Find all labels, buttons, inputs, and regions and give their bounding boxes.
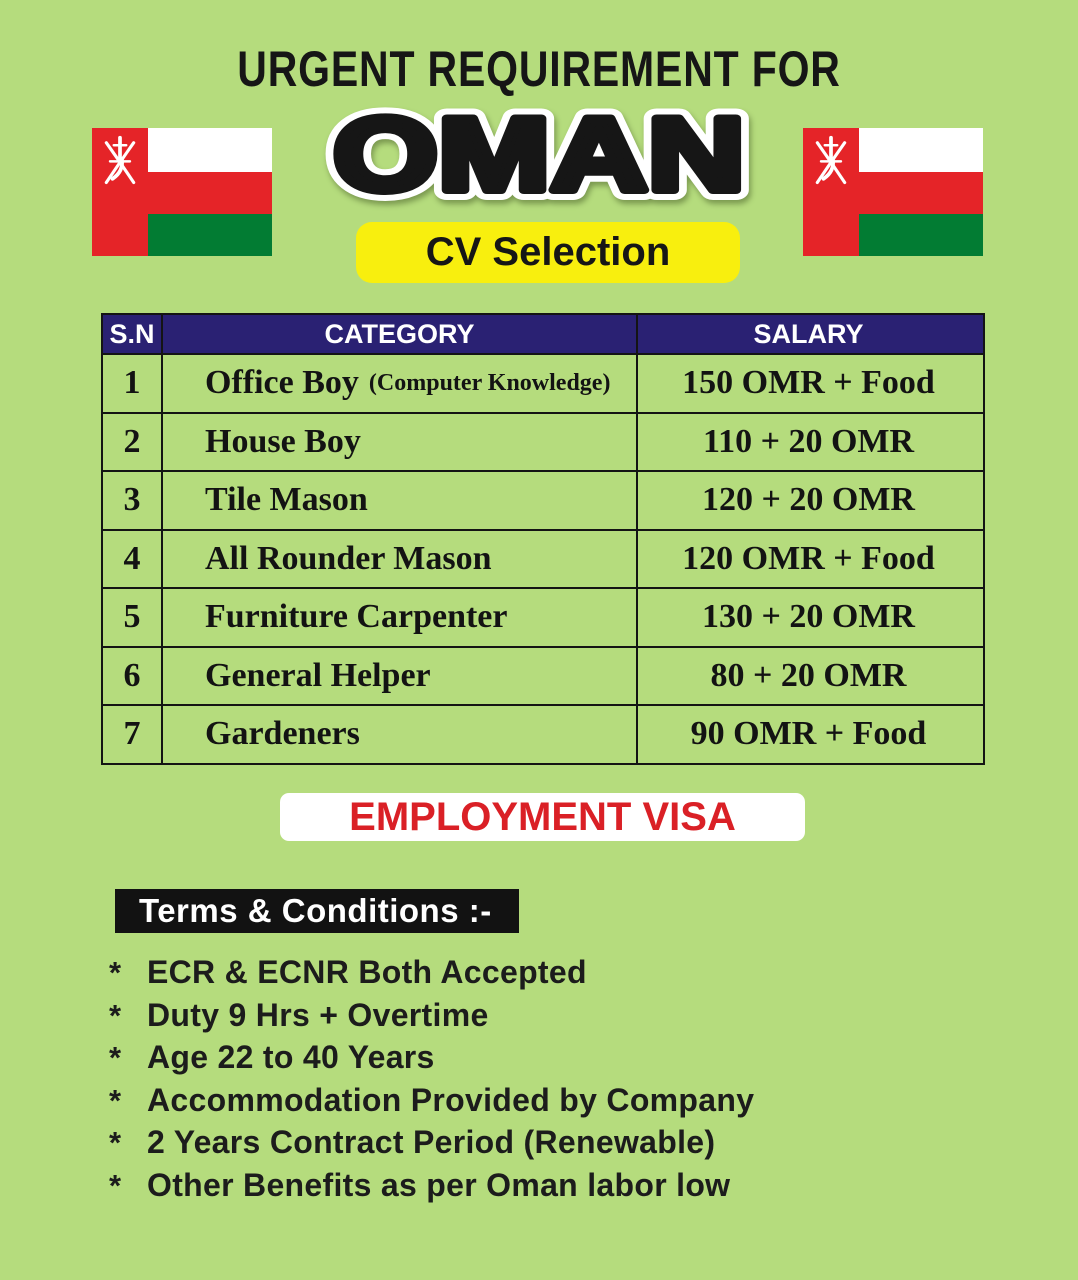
term-text: Duty 9 Hrs + Overtime	[147, 996, 489, 1033]
category-cell: General Helper	[163, 647, 638, 704]
sn-cell: 3	[103, 472, 163, 529]
table-row: 5 Furniture Carpenter 130 + 20 OMR	[103, 587, 983, 646]
salary-cell: 90 OMR + Food	[690, 715, 927, 753]
category-label: Gardeners	[205, 715, 360, 753]
category-cell: House Boy	[163, 413, 638, 470]
oman-emblem-icon	[815, 135, 847, 185]
category-label: All Rounder Mason	[205, 539, 492, 577]
terms-heading: Terms & Conditions :-	[115, 889, 519, 933]
requirements-table: S.N CATEGORY SALARY 1 Office Boy (Compute…	[101, 313, 985, 765]
flag-white-band	[858, 128, 983, 172]
term-bullet: *	[109, 997, 122, 1033]
term-item: * Duty 9 Hrs + Overtime	[109, 994, 754, 1037]
term-item: * Age 22 to 40 Years	[109, 1036, 754, 1079]
term-text: ECR & ECNR Both Accepted	[147, 954, 587, 990]
term-bullet: *	[109, 1082, 122, 1118]
country-headline-outline: OMAN	[333, 98, 745, 213]
terms-heading-label: Terms & Conditions :-	[139, 892, 492, 929]
category-label: Furniture Carpenter	[205, 598, 508, 636]
header-salary: SALARY	[753, 318, 864, 349]
page-title: URGENT REQUIREMENT FOR	[237, 41, 841, 97]
sn-cell: 6	[103, 647, 163, 704]
term-text: Accommodation Provided by Company	[147, 1081, 755, 1118]
term-bullet: *	[109, 1167, 122, 1203]
oman-emblem-icon	[104, 135, 136, 185]
table-row: 2 House Boy 110 + 20 OMR	[103, 411, 983, 470]
salary-cell: 150 OMR + Food	[682, 364, 935, 402]
category-label: General Helper	[205, 656, 431, 694]
sn-cell: 1	[103, 355, 163, 412]
country-headline: OMAN OMAN	[0, 87, 1078, 228]
flag-red-band	[147, 171, 272, 214]
category-cell: Office Boy (Computer Knowledge)	[163, 355, 638, 412]
salary-cell: 130 + 20 OMR	[702, 598, 915, 636]
term-item: * Other Benefits as per Oman labor low	[109, 1164, 754, 1207]
flag-red-band	[858, 171, 983, 214]
term-bullet: *	[109, 1125, 122, 1161]
table-row: 6 General Helper 80 + 20 OMR	[103, 645, 983, 704]
term-item: * 2 Years Contract Period (Renewable)	[109, 1121, 754, 1164]
term-text: Other Benefits as per Oman labor low	[147, 1166, 731, 1203]
term-bullet: *	[109, 1040, 122, 1076]
table-row: 3 Tile Mason 120 + 20 OMR	[103, 470, 983, 529]
term-text: Age 22 to 40 Years	[147, 1039, 435, 1076]
employment-visa-banner: EMPLOYMENT VISA	[280, 793, 805, 841]
oman-flag-right	[803, 128, 983, 256]
category-label: Office Boy	[205, 364, 359, 402]
table-row: 4 All Rounder Mason 120 OMR + Food	[103, 528, 983, 587]
flag-green-band	[147, 213, 272, 256]
cv-selection-badge: CV Selection	[356, 222, 740, 283]
salary-cell: 80 + 20 OMR	[710, 656, 907, 694]
sn-cell: 4	[103, 530, 163, 587]
terms-list: * ECR & ECNR Both Accepted * Duty 9 Hrs …	[109, 951, 754, 1207]
category-label: House Boy	[205, 422, 361, 460]
table-header-row: S.N CATEGORY SALARY	[103, 315, 983, 353]
flag-green-band	[858, 213, 983, 256]
category-label: Tile Mason	[205, 481, 368, 519]
employment-visa-label: EMPLOYMENT VISA	[349, 794, 736, 839]
header-category: CATEGORY	[163, 315, 638, 353]
cv-selection-label: CV Selection	[425, 230, 671, 274]
category-note: (Computer Knowledge)	[368, 369, 611, 396]
sn-cell: 2	[103, 413, 163, 470]
category-cell: Tile Mason	[163, 472, 638, 529]
category-cell: Gardeners	[163, 706, 638, 763]
salary-cell: 120 + 20 OMR	[702, 481, 915, 519]
header-sn: S.N	[103, 315, 163, 353]
term-text: 2 Years Contract Period (Renewable)	[147, 1124, 716, 1161]
table-row: 1 Office Boy (Computer Knowledge) 150 OMR…	[103, 353, 983, 412]
oman-flag-left	[92, 128, 272, 256]
term-bullet: *	[109, 955, 122, 990]
term-item: * Accommodation Provided by Company	[109, 1079, 754, 1122]
country-headline-text: OMAN	[333, 98, 745, 213]
sn-cell: 5	[103, 589, 163, 646]
salary-cell: 110 + 20 OMR	[702, 422, 915, 460]
table-row: 7 Gardeners 90 OMR + Food	[103, 704, 983, 763]
sn-cell: 7	[103, 706, 163, 763]
flag-white-band	[147, 128, 272, 172]
salary-cell: 120 OMR + Food	[682, 539, 935, 577]
term-item: * ECR & ECNR Both Accepted	[109, 951, 754, 994]
category-cell: All Rounder Mason	[163, 530, 638, 587]
category-cell: Furniture Carpenter	[163, 589, 638, 646]
